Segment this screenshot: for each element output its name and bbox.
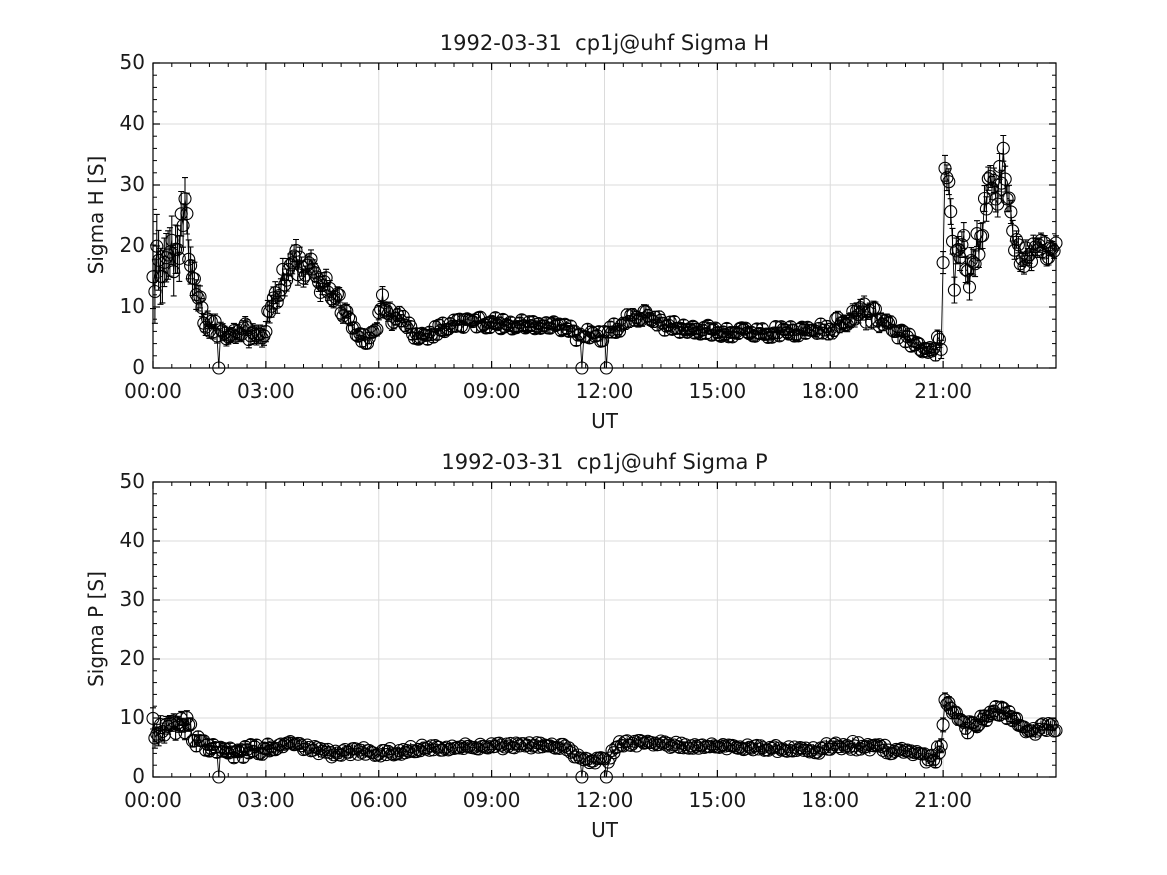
x-axis-label-ut-bottom: UT xyxy=(591,818,618,842)
x-tick-label-panel0: 21:00 xyxy=(914,379,972,403)
chart-title-sigma-p: 1992-03-31 cp1j@uhf Sigma P xyxy=(441,450,768,474)
x-tick-label-panel1: 15:00 xyxy=(688,788,747,812)
y-tick-label-panel0: 0 xyxy=(132,355,145,379)
y-tick-label-panel1: 50 xyxy=(119,469,145,493)
x-tick-label-panel0: 18:00 xyxy=(801,379,860,403)
y-tick-label-panel1: 10 xyxy=(119,705,145,729)
y-tick-label-panel1: 20 xyxy=(119,646,145,670)
chart-title-sigma-h: 1992-03-31 cp1j@uhf Sigma H xyxy=(439,31,770,55)
y-tick-label-panel1: 30 xyxy=(119,587,145,611)
x-tick-label-panel0: 06:00 xyxy=(349,379,408,403)
x-tick-label-panel1: 06:00 xyxy=(349,788,408,812)
x-tick-label-panel0: 15:00 xyxy=(688,379,747,403)
x-tick-label-panel0: 03:00 xyxy=(237,379,295,403)
y-tick-label-panel0: 20 xyxy=(119,233,145,257)
y-tick-label-panel1: 40 xyxy=(119,528,145,552)
x-tick-label-panel1: 21:00 xyxy=(914,788,972,812)
x-tick-label-panel1: 03:00 xyxy=(237,788,295,812)
x-axis-label-ut-top: UT xyxy=(591,409,618,433)
x-tick-label-panel1: 09:00 xyxy=(462,788,521,812)
y-tick-label-panel0: 30 xyxy=(119,172,145,196)
y-tick-label-panel0: 40 xyxy=(119,111,145,135)
y-tick-label-panel0: 10 xyxy=(119,294,145,318)
x-tick-label-panel0: 00:00 xyxy=(124,379,182,403)
y-tick-label-panel0: 50 xyxy=(119,50,145,74)
x-tick-label-panel0: 09:00 xyxy=(462,379,521,403)
x-tick-label-panel1: 00:00 xyxy=(124,788,182,812)
x-tick-label-panel0: 12:00 xyxy=(575,379,634,403)
y-tick-label-panel1: 0 xyxy=(132,764,145,788)
x-tick-label-panel1: 12:00 xyxy=(575,788,634,812)
x-tick-label-panel1: 18:00 xyxy=(801,788,860,812)
